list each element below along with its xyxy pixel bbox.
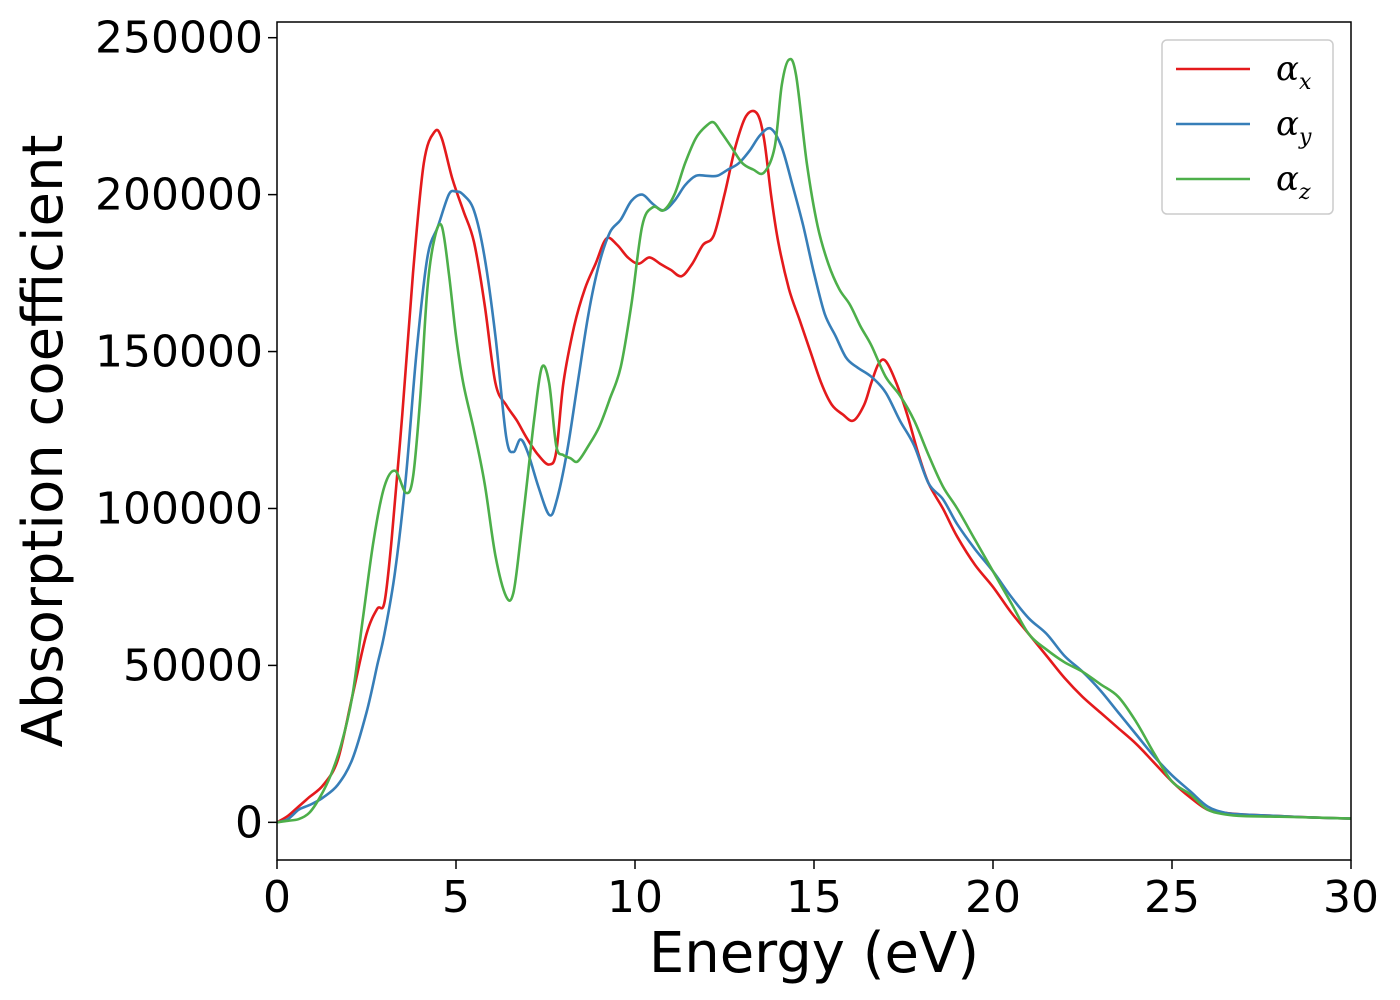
legend-box [1161, 39, 1334, 215]
y-tick-label: 250000 [95, 13, 263, 64]
plot-lines [277, 57, 1351, 824]
x-tick-label: 15 [786, 872, 842, 923]
x-tick-label: 0 [263, 872, 291, 923]
y-tick-label: 50000 [123, 640, 263, 691]
series-line-x [277, 109, 1351, 824]
legend-label-x: αx [1276, 49, 1312, 95]
x-tick-label: 20 [965, 872, 1021, 923]
y-tick-label: 100000 [95, 483, 263, 534]
y-axis-title: Absorption coefficient [11, 135, 76, 748]
y-tick-label: 200000 [95, 170, 263, 221]
legend: αx αy αz [1161, 39, 1334, 215]
x-axis-ticks: 0 5 10 15 20 25 30 [263, 860, 1379, 923]
y-axis-ticks: 0 50000 100000 150000 200000 250000 [95, 13, 277, 848]
legend-label-z: αz [1276, 159, 1311, 205]
y-tick-label: 150000 [95, 327, 263, 378]
y-tick-label: 0 [235, 797, 263, 848]
x-tick-label: 30 [1323, 872, 1379, 923]
x-tick-label: 25 [1144, 872, 1200, 923]
x-tick-label: 5 [442, 872, 470, 923]
x-tick-label: 10 [607, 872, 663, 923]
x-axis-title: Energy (eV) [649, 921, 979, 986]
series-line-y [277, 126, 1351, 824]
series-line-z [277, 57, 1351, 824]
legend-label-y: αy [1276, 104, 1312, 150]
